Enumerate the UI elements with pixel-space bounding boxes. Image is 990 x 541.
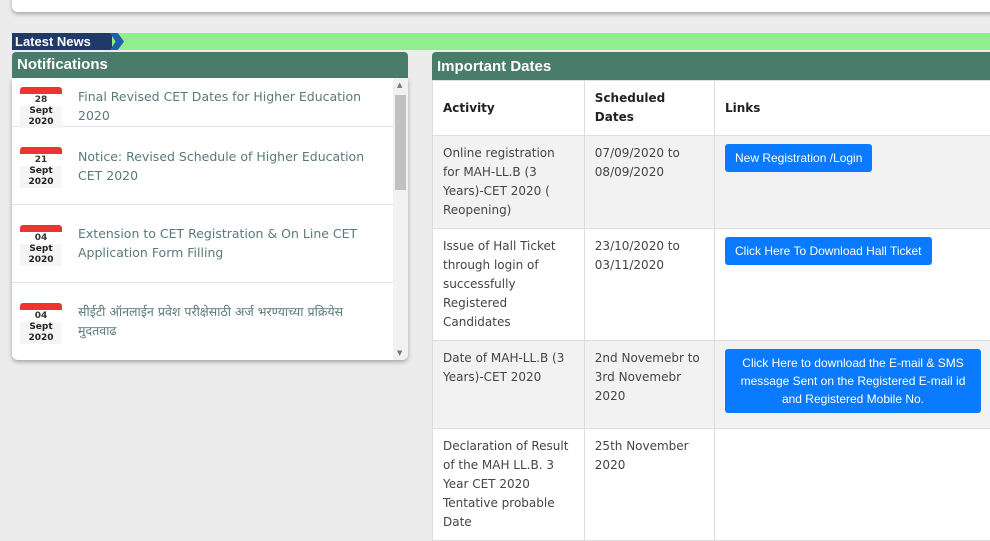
date-day: 28 [20, 94, 62, 106]
date-month: Sept 2020 [20, 322, 62, 344]
download-email-sms-button[interactable]: Click Here to download the E-mail & SMS … [725, 349, 981, 413]
date-day: 04 [20, 232, 62, 244]
date-day: 21 [20, 154, 62, 166]
scroll-down-icon[interactable]: ▼ [397, 349, 402, 357]
notification-link[interactable]: Notice: Revised Schedule of Higher Educa… [78, 147, 378, 185]
dates-cell: 2nd Novemebr to 3rd Novemebr 2020 [584, 341, 714, 429]
top-card [12, 0, 990, 12]
notification-link[interactable]: सीईटी ऑनलाईन प्रवेश परीक्षेसाठी अर्ज भरण… [78, 302, 378, 340]
activity-cell: Online registration for MAH-LL.B (3 Year… [433, 136, 585, 229]
table-row: Date of MAH-LL.B (3 Years)-CET 2020 2nd … [433, 341, 990, 429]
table-row: Online registration for MAH-LL.B (3 Year… [433, 136, 990, 229]
column-header: Activity [433, 81, 585, 136]
dates-cell: 23/10/2020 to 03/11/2020 [584, 229, 714, 341]
activity-cell: Declaration of Result of the MAH LL.B. 3… [433, 429, 585, 541]
scrollbar[interactable]: ▲ ▼ [393, 78, 408, 360]
latest-news-bar: Latest News [12, 33, 990, 50]
notification-link[interactable]: Final Revised CET Dates for Higher Educa… [78, 87, 378, 125]
dates-cell: 25th November 2020 [584, 429, 714, 541]
links-cell: Click Here to download the E-mail & SMS … [715, 341, 990, 429]
links-cell [715, 429, 990, 541]
activity-cell: Date of MAH-LL.B (3 Years)-CET 2020 [433, 341, 585, 429]
table-row: Issue of Hall Ticket through login of su… [433, 229, 990, 341]
date-month: Sept 2020 [20, 166, 62, 188]
table-row: Declaration of Result of the MAH LL.B. 3… [433, 429, 990, 541]
date-day: 04 [20, 310, 62, 322]
latest-news-label: Latest News [12, 33, 112, 50]
activity-cell: Issue of Hall Ticket through login of su… [433, 229, 585, 341]
scrollbar-thumb[interactable] [395, 95, 406, 190]
links-cell: Click Here To Download Hall Ticket [715, 229, 990, 341]
links-cell: New Registration /Login [715, 136, 990, 229]
notifications-header: Notifications [12, 52, 408, 78]
important-dates-header: Important Dates [432, 52, 990, 80]
notification-link[interactable]: Extension to CET Registration & On Line … [78, 224, 378, 262]
chevron-right-icon [110, 33, 124, 50]
important-dates-table: Activity Scheduled Dates Links Online re… [432, 80, 990, 541]
column-header: Links [715, 81, 990, 136]
date-month: Sept 2020 [20, 244, 62, 266]
column-header: Scheduled Dates [584, 81, 714, 136]
scroll-up-icon[interactable]: ▲ [397, 81, 402, 89]
dates-cell: 07/09/2020 to 08/09/2020 [584, 136, 714, 229]
table-header-row: Activity Scheduled Dates Links [433, 81, 990, 136]
new-registration-button[interactable]: New Registration /Login [725, 144, 872, 172]
download-hall-ticket-button[interactable]: Click Here To Download Hall Ticket [725, 237, 932, 265]
date-month: Sept 2020 [20, 106, 62, 128]
